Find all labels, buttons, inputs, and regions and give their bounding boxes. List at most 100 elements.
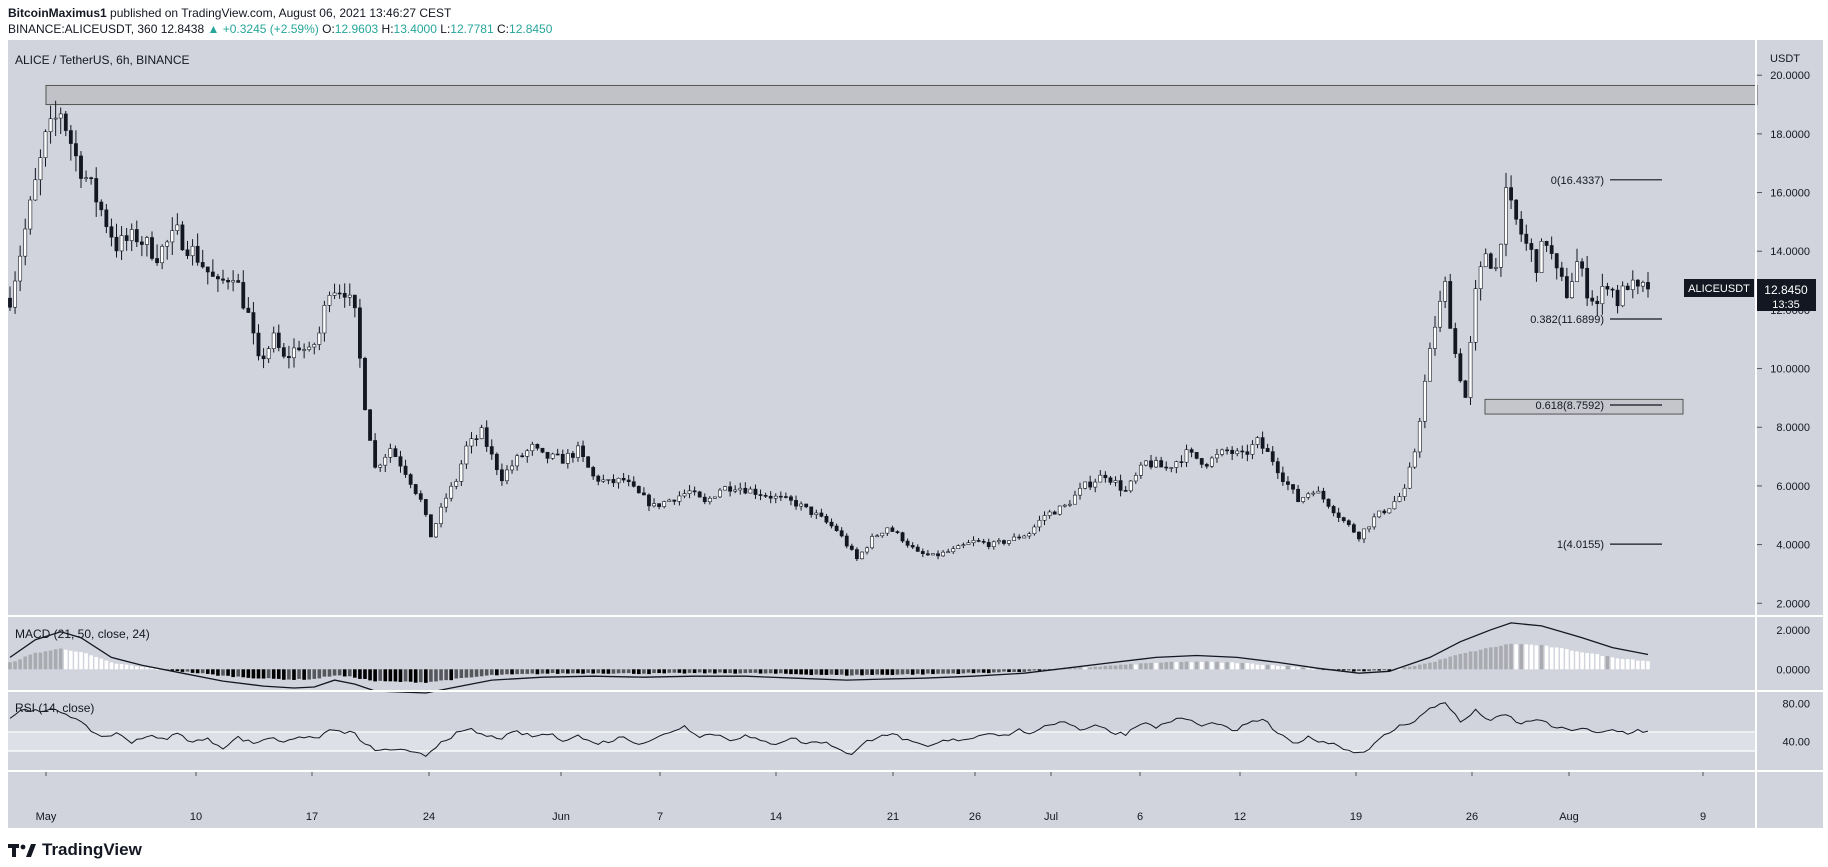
macd-histogram-bar — [1321, 669, 1326, 671]
macd-histogram-bar — [520, 669, 524, 674]
candle-body — [287, 356, 291, 359]
macd-histogram-bar — [1073, 667, 1077, 670]
macd-histogram-bar — [834, 669, 839, 675]
candle-body — [758, 494, 763, 496]
macd-histogram-bar — [571, 669, 575, 674]
candle — [165, 239, 170, 260]
candle — [251, 301, 256, 345]
candle-body — [388, 448, 393, 458]
candle-body — [165, 241, 170, 247]
macd-histogram-bar — [971, 669, 976, 674]
macd-histogram-bar — [170, 669, 175, 671]
candle — [1169, 467, 1174, 473]
candle — [824, 513, 829, 525]
candle-body — [697, 491, 702, 498]
macd-histogram-bar — [1068, 667, 1072, 670]
candle — [505, 465, 509, 485]
candle — [931, 553, 935, 556]
candle — [1519, 211, 1524, 242]
macd-histogram-bar — [789, 669, 793, 675]
macd-histogram-bar — [231, 669, 235, 678]
macd-histogram-bar — [525, 669, 530, 674]
candle — [1377, 510, 1382, 519]
candle-body — [1372, 516, 1377, 528]
candle-body — [981, 541, 986, 543]
candle-body — [1387, 508, 1392, 514]
candle-body — [1103, 474, 1108, 479]
candle-body — [94, 178, 99, 203]
candle-body — [515, 455, 520, 467]
macd-histogram-bar — [69, 650, 73, 670]
candle — [418, 490, 423, 503]
candle — [99, 199, 104, 217]
macd-histogram-bar — [1499, 645, 1503, 670]
time-tick-label: 17 — [306, 811, 318, 823]
macd-histogram-bar — [1463, 652, 1468, 670]
candle — [1367, 526, 1371, 533]
candle-body — [68, 130, 73, 144]
macd-histogram-bar — [1544, 645, 1549, 670]
macd-histogram-bar — [1580, 652, 1584, 670]
candle — [1017, 534, 1022, 540]
tradingview-logo[interactable]: TradingView — [8, 840, 142, 860]
candle — [1037, 515, 1042, 532]
macd-histogram-bar — [905, 669, 910, 675]
macd-histogram-bar — [1625, 659, 1630, 670]
candle-body — [667, 499, 672, 502]
candle — [1407, 462, 1412, 490]
macd-histogram-bar — [890, 669, 895, 676]
macd-histogram-bar — [114, 663, 119, 670]
candle — [205, 266, 210, 285]
candle — [94, 167, 99, 217]
macd-histogram-bar — [743, 669, 748, 674]
candle-body — [647, 494, 651, 507]
author-name[interactable]: BitcoinMaximus1 — [8, 6, 107, 20]
macd-histogram-bar — [895, 669, 900, 675]
candle-body — [1509, 187, 1513, 201]
candle-body — [910, 545, 915, 548]
candle-body — [170, 230, 175, 243]
macd-histogram-bar — [814, 669, 819, 675]
candle-body — [58, 113, 63, 119]
macd-histogram-bar — [657, 669, 661, 674]
candle — [1620, 281, 1625, 308]
candle-body — [1113, 480, 1118, 483]
candle — [870, 533, 875, 550]
candle — [332, 283, 337, 300]
candle-body — [996, 540, 1001, 543]
candle-body — [596, 475, 601, 482]
candle-body — [1184, 449, 1189, 463]
macd-histogram-bar — [1610, 657, 1615, 670]
high-label: H: — [381, 22, 394, 36]
candle — [606, 479, 611, 485]
candle-body — [459, 463, 464, 482]
time-tick-label: 14 — [770, 811, 782, 823]
candle-body — [1215, 454, 1219, 459]
macd-histogram-bar — [282, 669, 286, 680]
candle-body — [961, 544, 966, 546]
macd-histogram-bar — [292, 669, 296, 680]
macd-histogram-bar — [921, 669, 925, 675]
candle-body — [1412, 451, 1417, 468]
candle-body — [1534, 249, 1539, 273]
macd-histogram-bar — [327, 669, 332, 677]
macd-histogram-bar — [43, 651, 48, 670]
macd-histogram-bar — [200, 669, 205, 674]
price-tick-label: 8.0000 — [1776, 422, 1810, 434]
candle-body — [1493, 267, 1498, 269]
candle-body — [1027, 533, 1032, 537]
candle — [1032, 524, 1037, 536]
time-tick-label: Aug — [1559, 811, 1579, 823]
candle-body — [1610, 288, 1615, 291]
current-price-tag: ALICEUSDT 12.8450 13:35 — [1684, 279, 1816, 311]
countdown-label: 13:35 — [1772, 299, 1800, 311]
candle — [292, 338, 296, 368]
candle-body — [266, 348, 271, 360]
macd-histogram-bar — [378, 669, 382, 681]
candle-body — [1255, 437, 1260, 445]
candle — [1580, 258, 1584, 277]
time-tick-label: 26 — [1466, 811, 1478, 823]
candle-body — [748, 488, 753, 494]
candle — [1260, 431, 1265, 454]
